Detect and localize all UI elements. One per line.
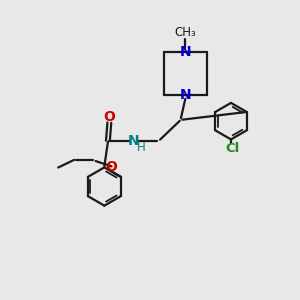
Text: Cl: Cl <box>225 142 240 155</box>
Text: O: O <box>103 110 115 124</box>
Text: N: N <box>179 45 191 59</box>
Text: O: O <box>105 160 117 174</box>
Text: N: N <box>128 134 140 148</box>
Text: CH₃: CH₃ <box>175 26 196 39</box>
Text: H: H <box>137 141 146 154</box>
Text: N: N <box>179 88 191 102</box>
